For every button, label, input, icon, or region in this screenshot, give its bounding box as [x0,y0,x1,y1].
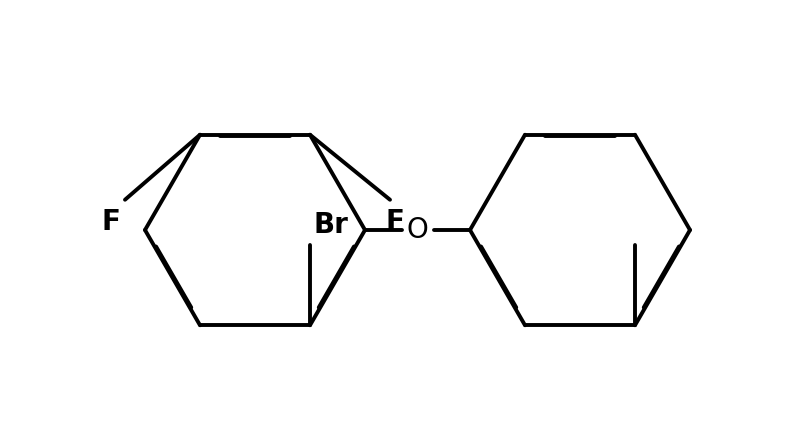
Text: F: F [386,208,404,236]
Text: F: F [101,208,120,236]
Text: O: O [407,216,428,244]
Text: Br: Br [314,211,349,239]
